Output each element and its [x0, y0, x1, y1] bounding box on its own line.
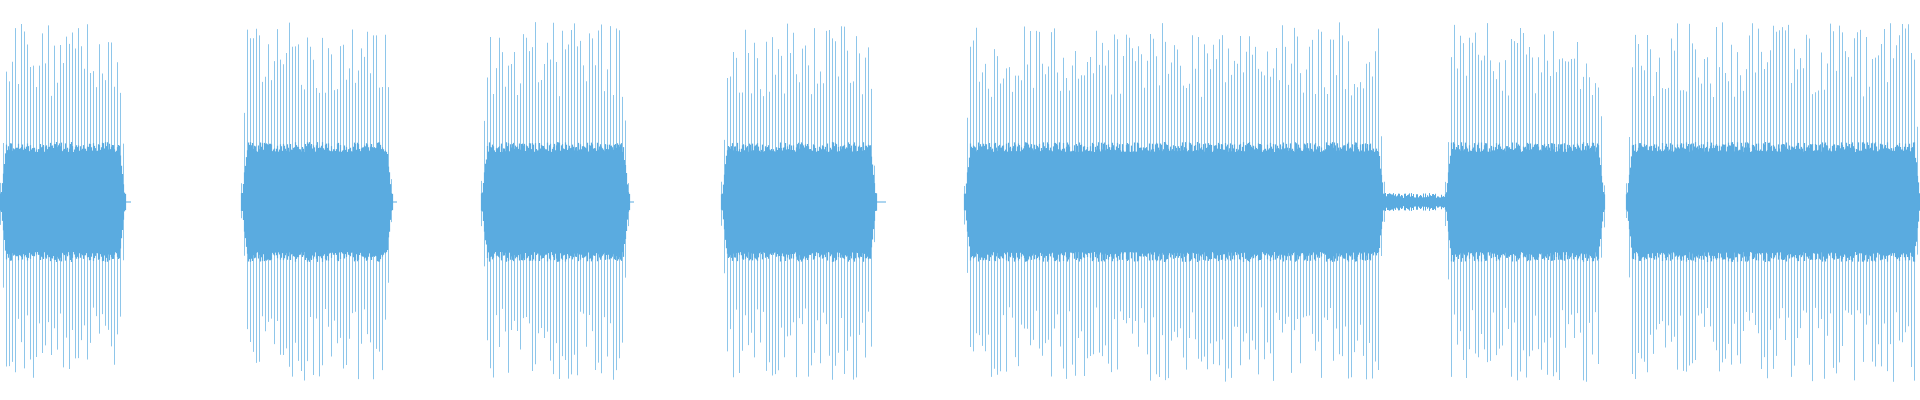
wave-core — [720, 142, 878, 262]
wave-quiet — [1384, 193, 1446, 211]
wave-core — [480, 142, 631, 262]
wave-core — [1625, 142, 1920, 262]
wave-core — [963, 142, 1386, 262]
wave-core — [1444, 142, 1606, 262]
wave-core — [0, 142, 127, 262]
wave-core — [240, 142, 394, 262]
